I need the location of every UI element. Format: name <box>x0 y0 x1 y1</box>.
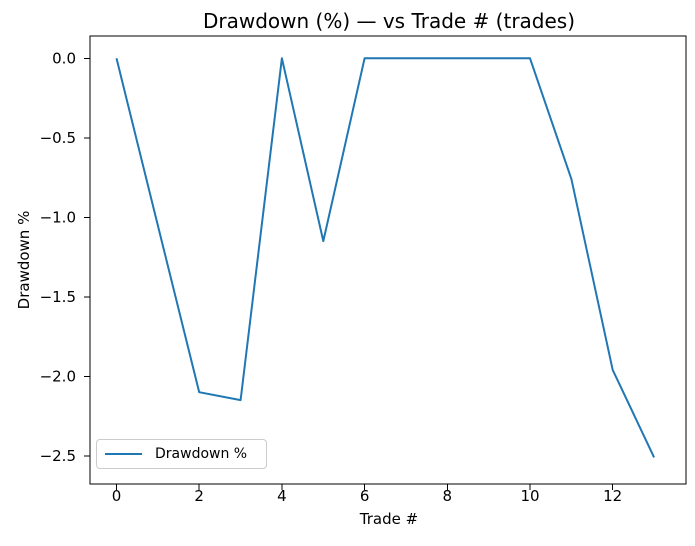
x-tick-label: 8 <box>443 487 453 505</box>
y-tick-label: −0.5 <box>40 129 76 147</box>
drawdown-line <box>115 57 656 458</box>
chart-title: Drawdown (%) — vs Trade # (trades) <box>202 9 576 33</box>
y-tick-label: −1.5 <box>40 288 76 306</box>
x-tick-label: 4 <box>277 487 287 505</box>
x-tick-label: 0 <box>112 487 122 505</box>
y-axis-label: Drawdown % <box>15 210 33 310</box>
x-tick-label: 6 <box>360 487 370 505</box>
legend-line-sample <box>105 453 142 455</box>
y-tick-label: −2.0 <box>40 367 76 385</box>
x-axis-label: Trade # <box>359 510 419 528</box>
y-tick-label: −1.0 <box>40 208 76 226</box>
y-tick-label: 0.0 <box>52 49 76 67</box>
plot-border <box>89 35 687 485</box>
x-tick-label: 10 <box>520 487 539 505</box>
x-tick-label: 12 <box>603 487 622 505</box>
x-tick-label: 2 <box>194 487 204 505</box>
legend-label: Drawdown % <box>155 446 248 462</box>
legend: Drawdown % <box>96 439 267 469</box>
y-tick-label: −2.5 <box>40 447 76 465</box>
